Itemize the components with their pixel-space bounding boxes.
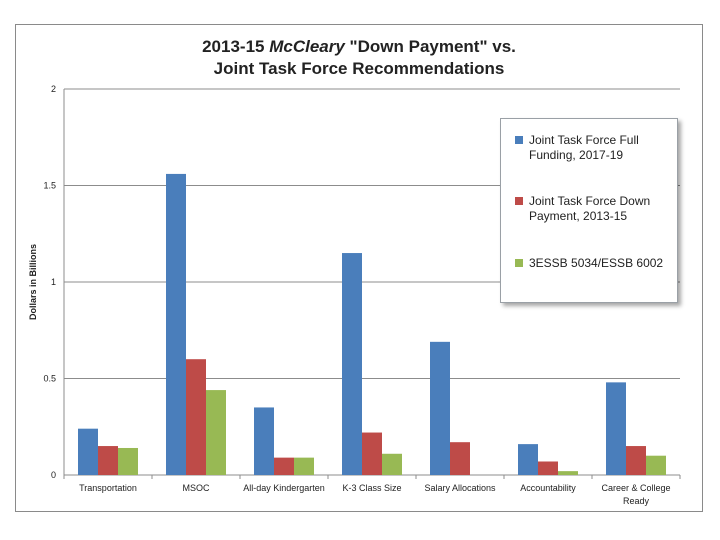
bar [558, 471, 578, 475]
bar [450, 442, 470, 475]
y-tick-label: 2 [51, 84, 56, 94]
x-tick-label: Career & College Ready [601, 483, 670, 506]
x-tick-label: All-day Kindergarten [243, 483, 325, 493]
y-axis-label: Dollars in Billions [28, 244, 38, 320]
legend-swatch [515, 259, 523, 267]
legend-label: Joint Task Force Full Funding, 2017-19 [529, 133, 639, 162]
x-tick-label: Salary Allocations [424, 483, 496, 493]
legend-label: 3ESSB 5034/ESSB 6002 [529, 256, 664, 270]
x-tick-label: Transportation [79, 483, 137, 493]
chart-title-line-1: 2013-15 McCleary "Down Payment" vs. [15, 36, 703, 58]
bar [626, 446, 646, 475]
bar [538, 461, 558, 475]
bar [362, 432, 382, 475]
y-tick-label: 0.5 [43, 374, 56, 384]
bar [254, 407, 274, 475]
chart-title: 2013-15 McCleary "Down Payment" vs. Join… [15, 36, 703, 80]
title-part-3: "Down Payment" vs. [344, 37, 516, 56]
bar [518, 444, 538, 475]
legend-label: Joint Task Force Down Payment, 2013-15 [529, 194, 651, 223]
bar [166, 173, 186, 476]
bar [294, 457, 314, 475]
bar [382, 453, 402, 475]
bar [342, 253, 362, 475]
x-tick-label: K-3 Class Size [342, 483, 401, 493]
y-tick-label: 0 [51, 470, 56, 480]
x-tick-label: Accountability [520, 483, 576, 493]
x-tick-label: MSOC [183, 483, 211, 493]
legend-swatch [515, 136, 523, 144]
title-part-1: 2013-15 [202, 37, 270, 56]
bar [430, 341, 450, 475]
bar [274, 457, 294, 475]
chart-title-line-2: Joint Task Force Recommendations [213, 59, 505, 78]
y-tick-label: 1 [51, 277, 56, 287]
bar [606, 382, 626, 475]
legend-swatch [515, 197, 523, 205]
bar [186, 359, 206, 475]
chart-legend: Joint Task Force Full Funding, 2017-19 Jo… [500, 118, 678, 303]
bar [78, 428, 98, 475]
bar [206, 390, 226, 475]
bar [98, 446, 118, 475]
bar [118, 447, 138, 475]
title-part-italic: McCleary [269, 37, 345, 56]
bar [646, 455, 666, 475]
y-tick-label: 1.5 [43, 181, 56, 191]
